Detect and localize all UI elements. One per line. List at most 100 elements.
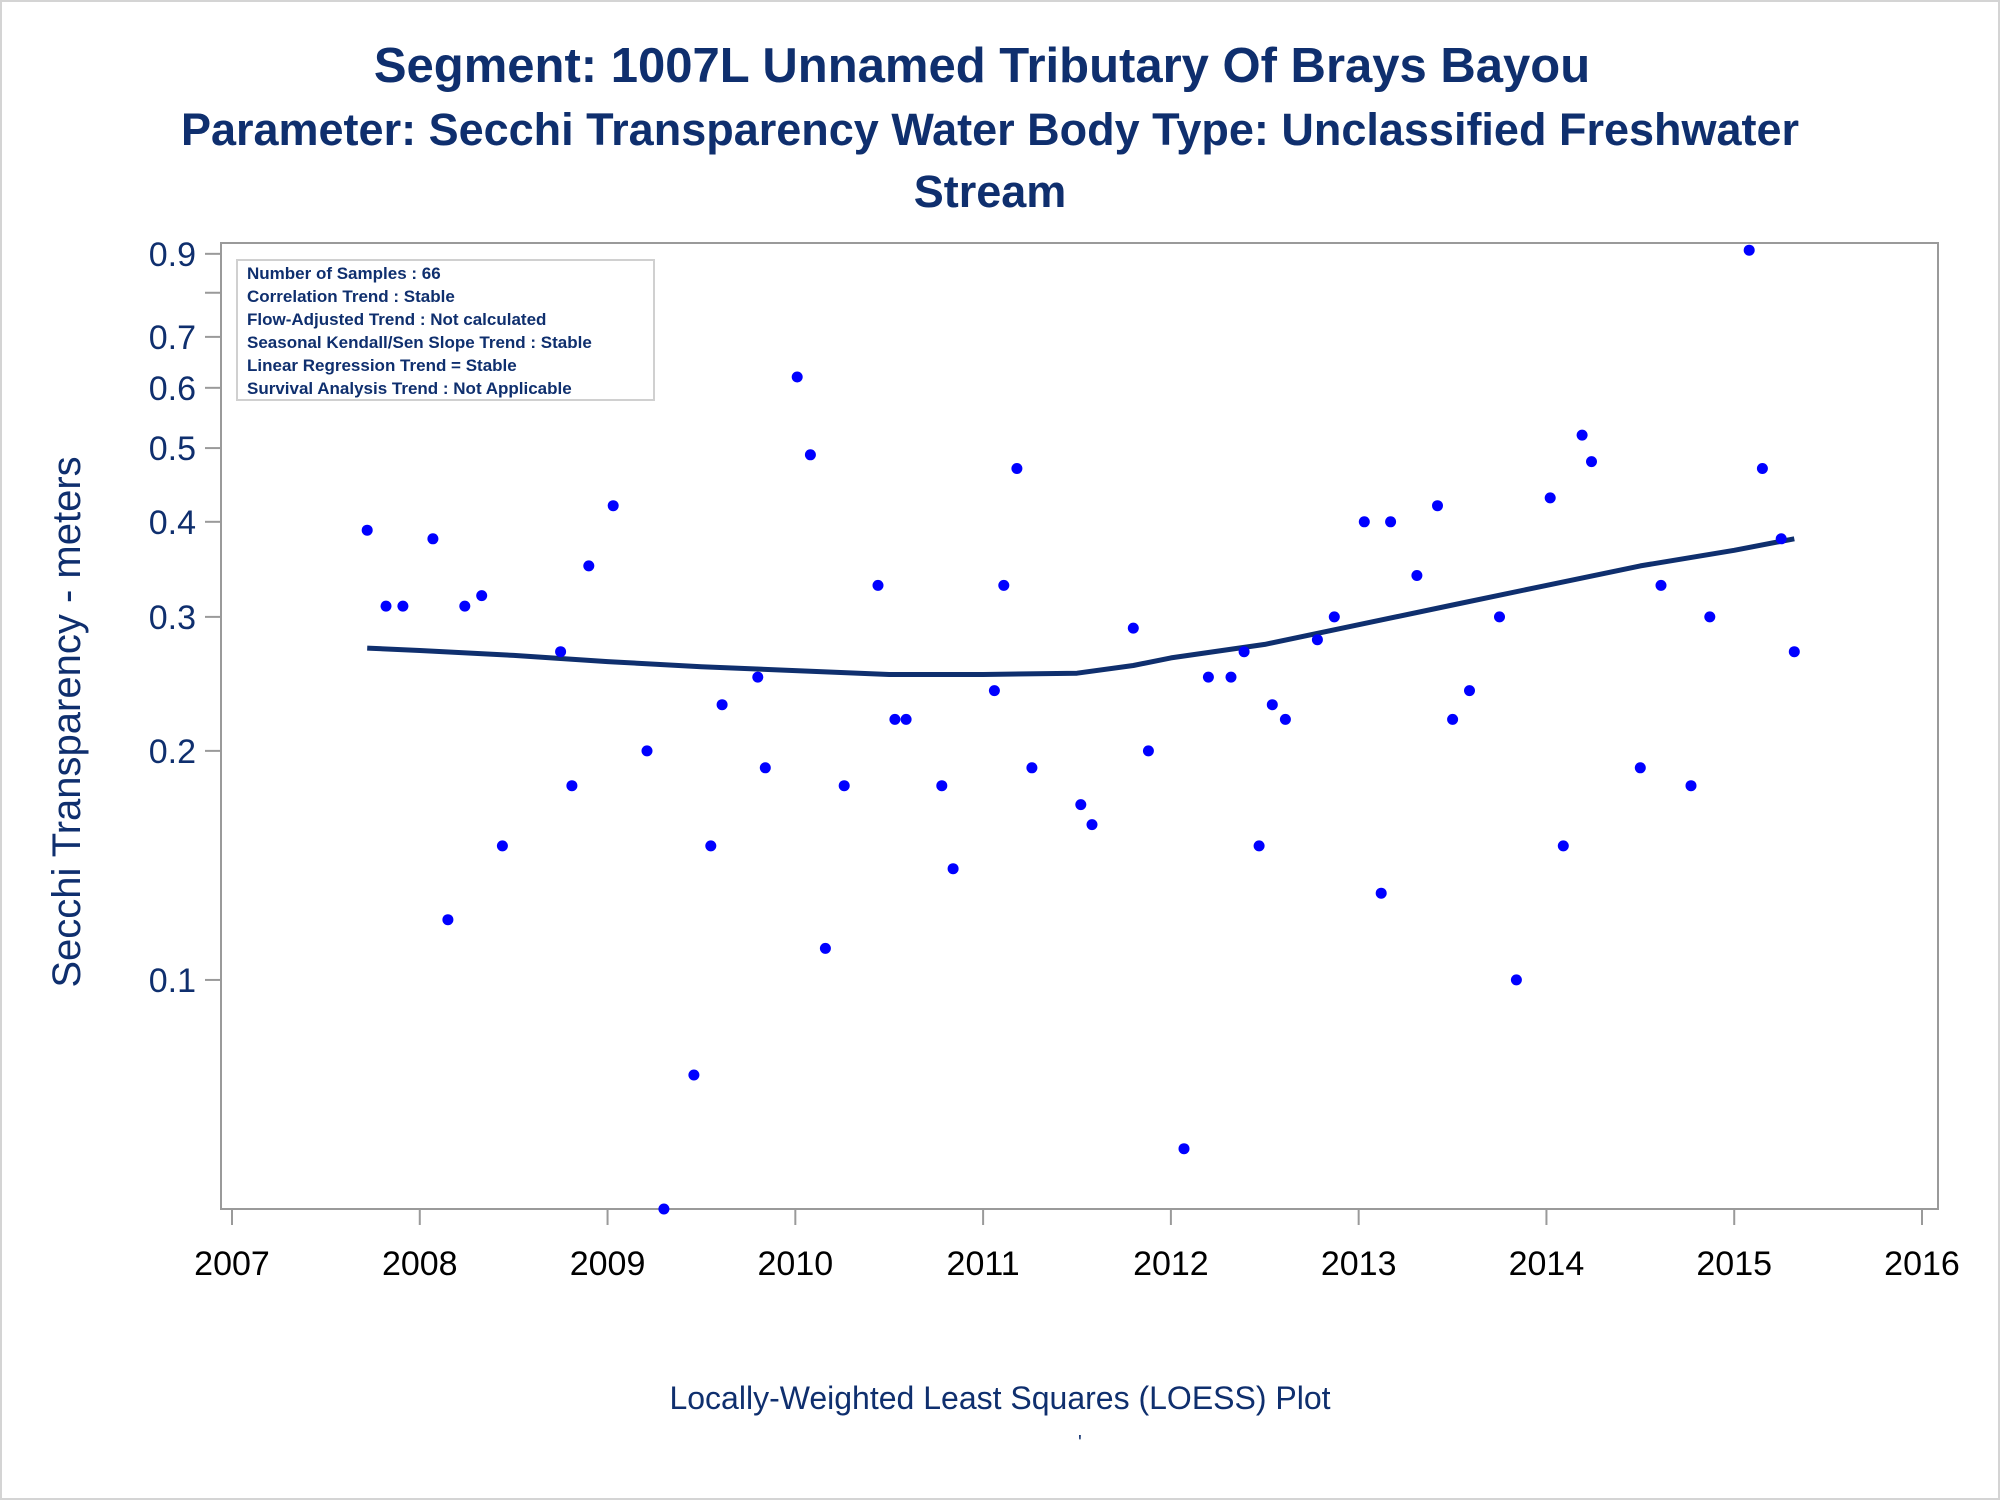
data-point <box>688 1069 700 1081</box>
data-point <box>1086 819 1098 831</box>
data-point <box>1253 840 1265 852</box>
y-tick-label: 0.3 <box>149 599 196 637</box>
data-point <box>1432 500 1443 512</box>
data-point <box>427 533 439 545</box>
data-point <box>380 600 392 612</box>
data-point <box>1576 429 1588 441</box>
data-point <box>583 560 595 572</box>
stats-line: Linear Regression Trend = Stable <box>247 356 517 375</box>
x-tick-label: 2010 <box>758 1245 834 1283</box>
data-point <box>1178 1143 1190 1155</box>
x-tick-label: 2008 <box>382 1245 458 1283</box>
data-point <box>804 449 816 461</box>
y-axis-label: Secchi Transparency - meters <box>45 456 89 987</box>
data-point <box>1202 671 1214 683</box>
plot-area <box>220 242 1939 1210</box>
footnote-mark: ' <box>1078 1432 1082 1454</box>
data-point <box>1075 799 1087 811</box>
x-tick-label: 2013 <box>1321 1245 1397 1283</box>
data-point <box>889 713 901 725</box>
data-point <box>1411 570 1423 581</box>
data-point <box>819 942 831 954</box>
data-point <box>1238 646 1250 658</box>
data-point <box>1464 685 1475 697</box>
data-point <box>459 600 471 612</box>
chart-footnote: Locally-Weighted Least Squares (LOESS) P… <box>669 1380 1331 1416</box>
data-point <box>442 914 454 926</box>
data-point <box>791 371 803 383</box>
data-point <box>555 646 567 658</box>
x-tick-label: 2011 <box>947 1245 1020 1283</box>
data-point <box>361 524 373 536</box>
y-tick-label: 0.2 <box>149 733 196 771</box>
chart-subtitle: Parameter: Secchi Transparency Water Bod… <box>180 104 1800 155</box>
y-tick-label: 0.1 <box>149 962 196 1000</box>
data-point <box>1788 646 1800 658</box>
data-point <box>947 863 959 875</box>
loess-line <box>367 536 1795 677</box>
data-point <box>1634 762 1646 774</box>
data-point <box>872 579 884 591</box>
data-point <box>607 500 619 512</box>
data-point <box>838 780 850 792</box>
data-point <box>1775 533 1787 545</box>
data-point <box>1743 244 1755 256</box>
data-point <box>1011 463 1023 474</box>
stats-box <box>236 259 655 401</box>
data-point <box>1266 699 1278 711</box>
x-tick-label: 2016 <box>1884 1245 1960 1283</box>
data-point <box>1026 762 1038 774</box>
y-tick-label: 0.4 <box>149 504 196 542</box>
stats-line: Survival Analysis Trend : Not Applicable <box>247 379 572 398</box>
y-tick-label: 0.9 <box>149 236 196 274</box>
data-point <box>1279 713 1291 725</box>
x-tick-label: 2015 <box>1696 1245 1772 1283</box>
data-point <box>1655 579 1667 591</box>
data-point <box>900 713 912 725</box>
data-point <box>1447 713 1459 725</box>
data-point <box>752 671 764 683</box>
data-point <box>1358 516 1370 528</box>
data-point <box>1225 671 1237 683</box>
stats-line: Number of Samples : 66 <box>247 264 441 283</box>
data-point <box>476 590 488 602</box>
data-point <box>998 579 1010 591</box>
y-tick-label: 0.5 <box>149 430 196 468</box>
data-point <box>1704 611 1716 623</box>
data-point <box>1510 974 1522 986</box>
data-point <box>1494 611 1505 623</box>
x-tick-label: 2009 <box>570 1245 646 1283</box>
data-point <box>1328 611 1340 623</box>
data-point <box>1127 622 1139 634</box>
chart-title: Segment: 1007L Unnamed Tributary Of Bray… <box>373 39 1591 93</box>
chart-subtitle-continued: Stream <box>913 166 1067 217</box>
data-point <box>397 600 409 612</box>
data-point <box>988 685 1000 697</box>
stats-line: Seasonal Kendall/Sen Slope Trend : Stabl… <box>247 333 592 352</box>
y-tick-label: 0.6 <box>149 370 196 408</box>
stats-line: Correlation Trend : Stable <box>247 287 455 306</box>
data-point <box>1375 887 1387 899</box>
y-tick-label: 0.7 <box>149 319 196 357</box>
data-point <box>759 762 771 774</box>
data-point <box>1142 745 1154 757</box>
x-tick-label: 2007 <box>194 1245 270 1283</box>
data-point <box>1756 463 1768 474</box>
data-point <box>641 745 653 757</box>
data-point <box>705 840 717 852</box>
data-point <box>716 699 728 711</box>
data-point <box>1544 492 1556 504</box>
data-point <box>936 780 948 792</box>
x-tick-label: 2012 <box>1133 1245 1209 1283</box>
data-point <box>1685 780 1697 792</box>
x-tick-label: 2014 <box>1509 1245 1585 1283</box>
data-point <box>1557 840 1569 852</box>
data-point <box>1385 516 1397 528</box>
data-point <box>496 840 508 852</box>
data-point <box>1311 634 1323 646</box>
data-point <box>1586 456 1597 468</box>
stats-line: Flow-Adjusted Trend : Not calculated <box>247 310 546 329</box>
data-point <box>566 780 578 792</box>
